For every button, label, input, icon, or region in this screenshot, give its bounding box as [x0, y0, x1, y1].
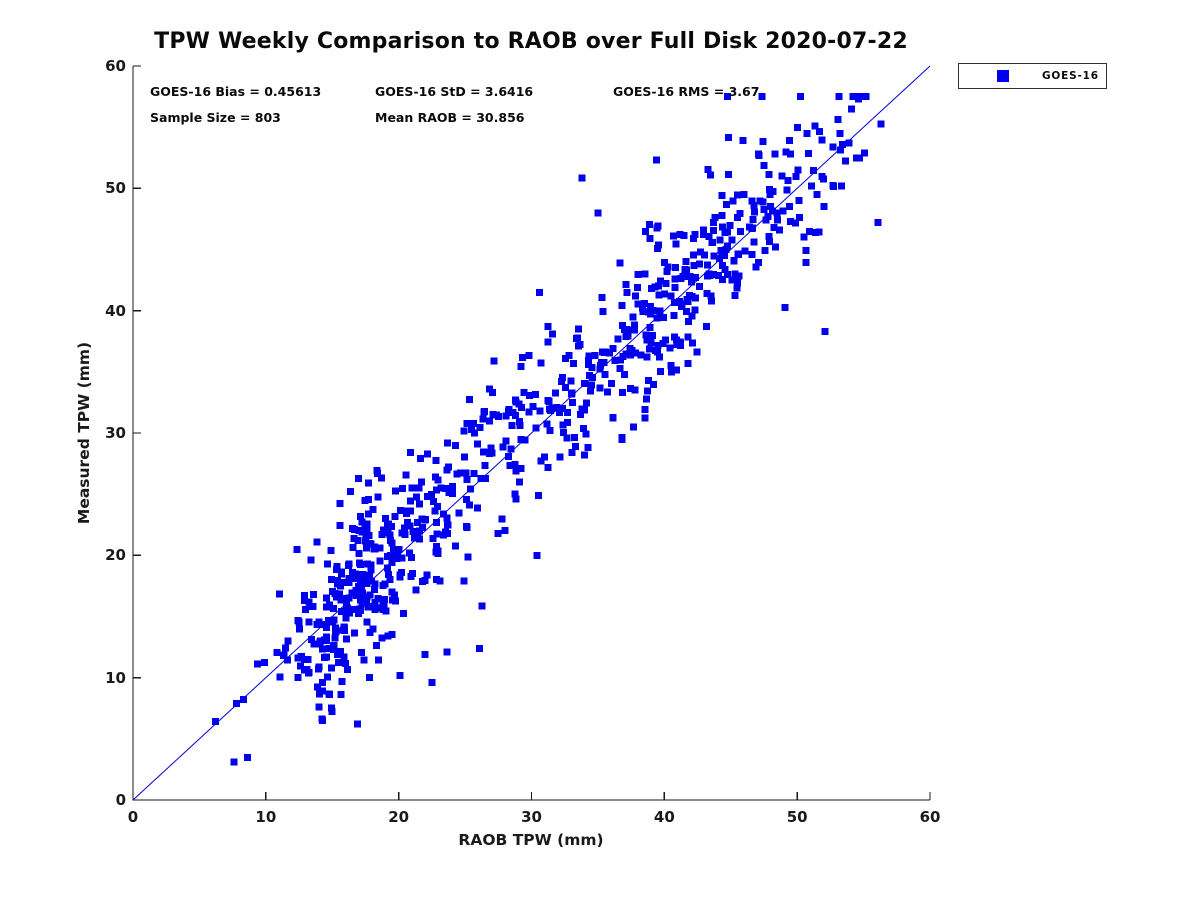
axes-frame [132, 65, 931, 801]
x-tick-label: 50 [786, 808, 808, 826]
stat-rms: GOES-16 RMS = 3.67 [613, 84, 760, 99]
x-tick-label: 0 [127, 808, 139, 826]
y-tick-label: 40 [105, 301, 126, 320]
x-axis-label: RAOB TPW (mm) [458, 831, 604, 849]
y-tick-label: 0 [115, 791, 126, 809]
x-tick-label: 20 [388, 808, 410, 826]
y-tick-label: 10 [105, 668, 126, 687]
scatter-points-goes16 [211, 93, 885, 766]
x-tick-label: 10 [255, 808, 277, 826]
legend-box: GOES-16 [958, 63, 1107, 89]
x-tick-label: 40 [653, 808, 675, 826]
stat-mean-raob: Mean RAOB = 30.856 [375, 110, 525, 125]
y-axis-label: Measured TPW (mm) [75, 341, 93, 525]
stat-sample: Sample Size = 803 [150, 110, 281, 125]
stat-bias: GOES-16 Bias = 0.45613 [150, 84, 322, 99]
x-tick-label: 60 [919, 808, 941, 826]
identity-line [132, 65, 931, 801]
legend-square-marker-icon [997, 70, 1009, 82]
x-tick-label: 30 [521, 808, 542, 826]
chart-title: TPW Weekly Comparison to RAOB over Full … [154, 29, 908, 54]
stat-std: GOES-16 StD = 3.6416 [375, 84, 534, 99]
y-tick-label: 30 [105, 424, 126, 442]
y-tick-label: 60 [105, 57, 126, 75]
y-tick-label: 50 [105, 179, 126, 198]
y-tick-label: 20 [105, 546, 126, 565]
legend-series-label: GOES-16 [1042, 70, 1099, 82]
